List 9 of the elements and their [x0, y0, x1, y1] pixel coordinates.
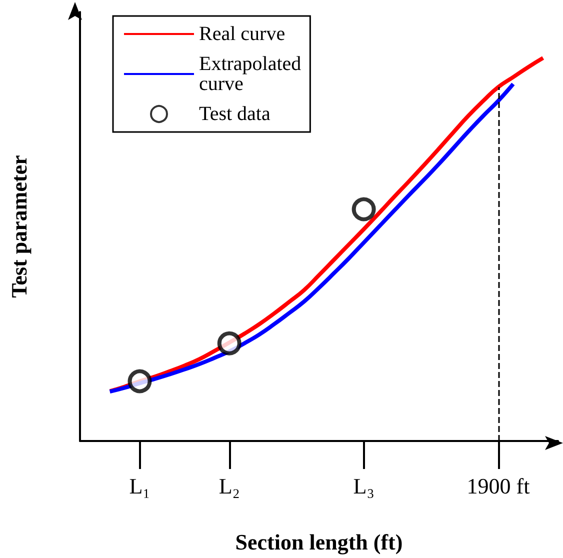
- x-tick-label: L₁: [129, 474, 150, 498]
- y-axis-title: Test parameter: [6, 154, 32, 298]
- x-tick-label: L₂: [218, 474, 240, 498]
- legend-label: Extrapolated curve: [199, 53, 306, 95]
- x-axis-title: Section length (ft): [235, 530, 403, 554]
- x-tick-label: 1900 ft: [466, 474, 530, 498]
- x-tick-label: L₃: [353, 474, 374, 498]
- legend-label: Real curve: [199, 23, 286, 45]
- legend-label: Test data: [199, 103, 270, 125]
